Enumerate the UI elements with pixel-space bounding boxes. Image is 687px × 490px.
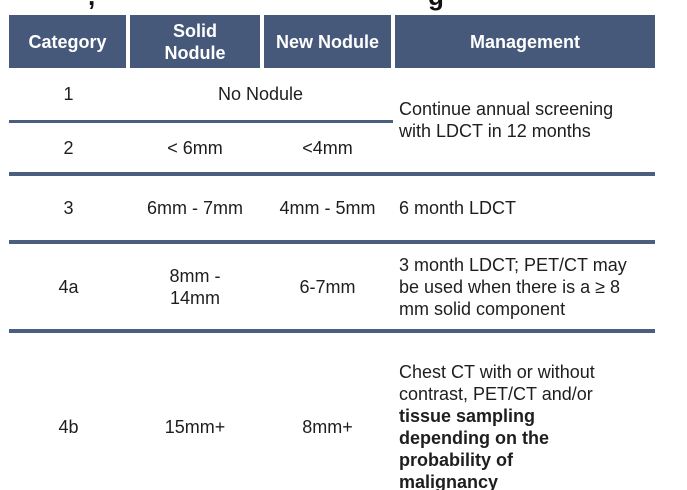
title-fragment-comma: , <box>88 0 95 9</box>
cell-management-3: 6 month LDCT <box>393 174 655 244</box>
table-row-category-4b: 4b 15mm+ 8mm+ Chest CT with or without c… <box>9 331 655 490</box>
header-management: Management <box>391 15 655 68</box>
cell-solid-nodule-2: < 6mm <box>128 121 262 176</box>
header-solid-nodule: Solid Nodule <box>126 15 262 68</box>
cell-new-nodule-3: 4mm - 5mm <box>262 174 393 244</box>
cell-category-4a: 4a <box>9 242 128 333</box>
cell-category-3: 3 <box>9 174 128 244</box>
table-row-category-2: 2 < 6mm <4mm <box>9 121 655 176</box>
cropped-title-line: , g <box>0 0 687 12</box>
cell-new-nodule-4b: 8mm+ <box>262 331 393 490</box>
cell-solid-nodule-4b: 15mm+ <box>128 331 262 490</box>
header-new-nodule: New Nodule <box>260 15 393 68</box>
lung-rads-table: Category Solid Nodule New Nodule Managem… <box>9 15 655 490</box>
cell-new-nodule-4a: 6-7mm <box>262 242 393 333</box>
management-4b-regular-text: Chest CT with or without contrast, PET/C… <box>399 362 595 404</box>
cell-solid-nodule-3: 6mm - 7mm <box>128 174 262 244</box>
cell-new-nodule-2: <4mm <box>262 121 393 176</box>
cell-category-4b: 4b <box>9 331 128 490</box>
header-category: Category <box>9 15 128 68</box>
table-row-category-1: 1 No Nodule Continue annual screening wi… <box>9 68 655 176</box>
table-row-category-4a: 4a 8mm - 14mm 6-7mm 3 month LDCT; PET/CT… <box>9 242 655 333</box>
table-row-category-3: 3 6mm - 7mm 4mm - 5mm 6 month LDCT <box>9 174 655 244</box>
title-fragment-g: g <box>428 0 444 9</box>
management-4b-bold-text: tissue sampling depending on the probabi… <box>399 406 549 490</box>
cell-management-1-2: Continue annual screening with LDCT in 1… <box>393 68 655 176</box>
cell-category-1: 1 <box>9 68 128 123</box>
header-row: Category Solid Nodule New Nodule Managem… <box>9 15 655 68</box>
cell-category-2: 2 <box>9 121 128 176</box>
cell-solid-nodule-4a: 8mm - 14mm <box>128 242 262 333</box>
cell-management-4a: 3 month LDCT; PET/CT may be used when th… <box>393 242 655 333</box>
cell-management-4b: Chest CT with or without contrast, PET/C… <box>393 331 655 490</box>
cell-no-nodule: No Nodule <box>128 68 393 123</box>
